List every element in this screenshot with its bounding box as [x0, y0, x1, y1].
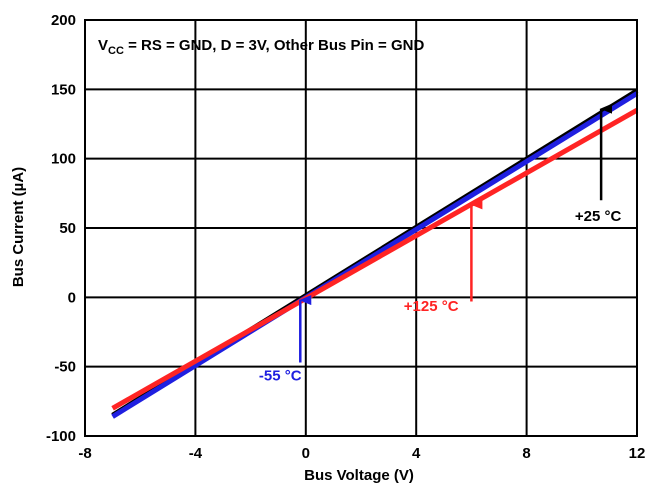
series-lines [111, 88, 639, 419]
annotation-label: +25 °C [575, 208, 622, 225]
y-tick-label: 100 [51, 151, 76, 168]
x-tick-label: 0 [302, 445, 310, 462]
x-tick-label: 8 [522, 445, 530, 462]
x-tick-label: 12 [629, 445, 646, 462]
y-tick-label: 150 [51, 81, 76, 98]
y-tick-label: 0 [68, 289, 76, 306]
annotations: +25 °C +125 °C -55 °C [259, 103, 622, 385]
annotation-label: -55 °C [259, 368, 302, 385]
condition-rest: = RS = GND, D = 3V, Other Bus Pin = GND [124, 37, 425, 54]
plot-frame [84, 19, 638, 437]
y-axis-title: Bus Current (µA) [10, 167, 27, 287]
x-tick-label: -4 [189, 445, 203, 462]
condition-sub: CC [108, 45, 124, 57]
y-tick-label: -50 [54, 359, 76, 376]
y-tick-label: 200 [51, 12, 76, 29]
x-axis-title: Bus Voltage (V) [304, 467, 414, 484]
series-line [111, 107, 639, 411]
annotation-label: +125 °C [404, 298, 459, 315]
x-tick-label: 4 [412, 445, 421, 462]
series-line [111, 91, 639, 419]
x-tick-label: -8 [78, 445, 91, 462]
y-tick-label: 50 [59, 220, 76, 237]
y-tick-label: -100 [46, 428, 76, 445]
condition-v: V [98, 37, 108, 54]
condition-label: VCC = RS = GND, D = 3V, Other Bus Pin = … [98, 37, 424, 57]
tick-labels: -8 -4 0 4 8 12 -100 -50 0 50 100 150 200 [46, 12, 645, 462]
grid [84, 19, 638, 437]
